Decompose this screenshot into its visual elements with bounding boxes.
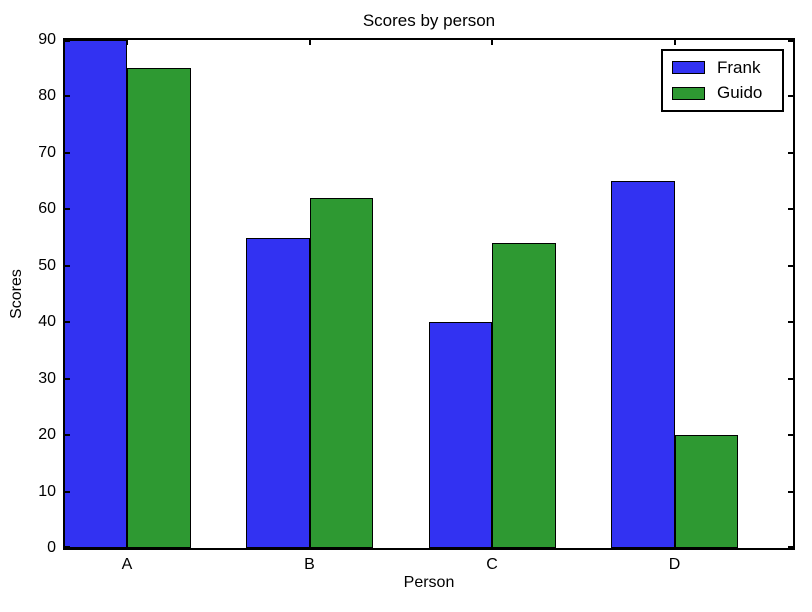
- x-tick-top: [673, 40, 676, 45]
- y-tick-label: 70: [38, 143, 56, 161]
- bar-frank-b: [246, 237, 310, 548]
- chart-title: Scores by person: [362, 11, 496, 30]
- y-tick-label: 10: [38, 482, 56, 500]
- y-tick-left: [65, 151, 70, 154]
- y-tick-label: 40: [38, 313, 56, 331]
- x-tick-bottom: [308, 543, 311, 548]
- x-tick-label: A: [121, 556, 133, 573]
- x-tick-bottom: [491, 543, 493, 548]
- y-tick-left: [65, 377, 70, 380]
- y-tick-right: [788, 264, 793, 267]
- bar-frank-a: [63, 40, 127, 548]
- y-tick-left: [65, 208, 70, 211]
- x-tick-label: C: [486, 556, 498, 573]
- legend-swatch-guido: [672, 86, 705, 100]
- x-tick-label: D: [668, 556, 681, 573]
- bar-guido-a: [127, 68, 191, 548]
- legend-swatch-frank: [672, 61, 705, 75]
- y-tick-label: 0: [47, 539, 56, 556]
- plot-area: [63, 38, 795, 550]
- y-tick-right: [788, 151, 793, 154]
- x-tick-top: [491, 40, 493, 45]
- y-tick-label: 20: [38, 426, 56, 444]
- y-tick-label: 80: [38, 87, 56, 105]
- y-tick-right: [788, 546, 793, 548]
- y-tick-right: [788, 208, 793, 211]
- y-tick-label: 90: [38, 31, 56, 48]
- x-tick-bottom: [126, 543, 128, 548]
- x-tick-top: [126, 40, 128, 45]
- y-tick-label: 60: [38, 200, 56, 218]
- y-tick-left: [65, 321, 70, 324]
- y-tick-left: [65, 434, 70, 437]
- y-tick-left: [65, 490, 70, 493]
- y-tick-right: [788, 377, 793, 380]
- y-tick-left: [65, 264, 70, 267]
- bar-frank-d: [611, 181, 675, 548]
- y-tick-left: [65, 546, 70, 548]
- x-tick-top: [308, 40, 311, 45]
- legend: Frank Guido: [661, 49, 784, 112]
- legend-item-guido: Guido: [663, 83, 782, 103]
- y-tick-right: [788, 40, 793, 42]
- bar-guido-b: [309, 198, 373, 548]
- bar-guido-c: [492, 243, 556, 548]
- y-tick-label: 50: [38, 256, 56, 274]
- x-tick-bottom: [673, 543, 676, 548]
- x-tick-label: B: [304, 556, 315, 573]
- y-tick-right: [788, 321, 793, 324]
- legend-item-frank: Frank: [663, 58, 782, 78]
- x-axis-label: Person: [403, 574, 455, 591]
- bar-guido-d: [674, 435, 738, 548]
- y-tick-right: [788, 95, 793, 98]
- y-tick-left: [65, 40, 70, 42]
- y-tick-left: [65, 95, 70, 98]
- bar-frank-c: [428, 322, 492, 548]
- y-axis-label: Scores: [8, 269, 25, 319]
- y-tick-right: [788, 490, 793, 493]
- y-tick-right: [788, 434, 793, 437]
- legend-label-guido: Guido: [717, 83, 763, 103]
- legend-label-frank: Frank: [717, 57, 761, 77]
- y-tick-label: 30: [38, 369, 56, 387]
